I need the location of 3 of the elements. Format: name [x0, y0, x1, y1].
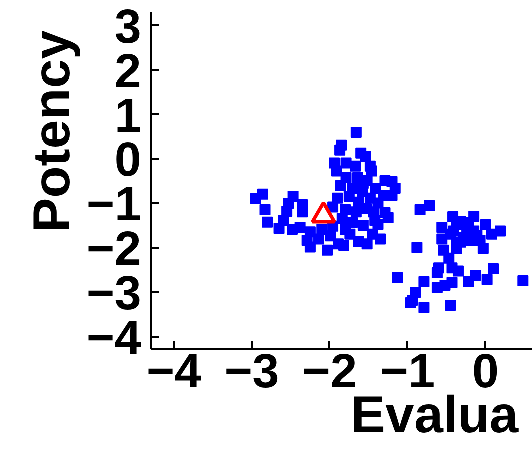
- x-tick-label: −3: [224, 346, 280, 398]
- y-axis-title: Potency: [24, 30, 82, 233]
- x-tick-label: −4: [146, 346, 202, 398]
